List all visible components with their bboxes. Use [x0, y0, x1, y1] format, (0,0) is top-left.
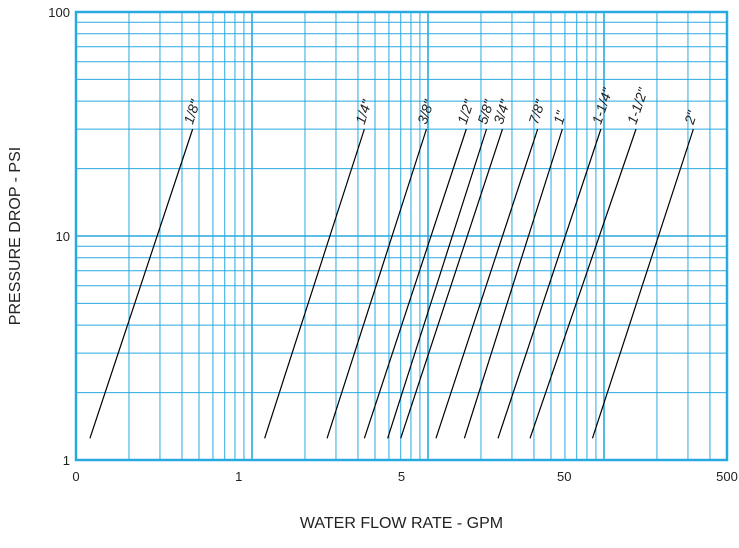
x-axis-title: WATER FLOW RATE - GPM: [300, 515, 503, 532]
x-tick-label: 500: [716, 469, 738, 484]
series-label: 1/4": [352, 97, 375, 126]
y-tick-labels: 1 10 100: [48, 5, 70, 468]
x-tick-label: 50: [557, 469, 571, 484]
x-tick-label: 1: [235, 469, 242, 484]
y-tick-label: 1: [63, 453, 70, 468]
series-lines: [89, 128, 694, 439]
series-line: [497, 128, 602, 439]
series-line: [529, 128, 637, 439]
series-label: 2": [681, 108, 701, 127]
series-line: [435, 128, 539, 439]
x-tick-label: 0: [72, 469, 79, 484]
series-line: [591, 128, 694, 439]
series-line: [463, 128, 563, 439]
series-label: 1/2": [454, 97, 477, 126]
grid: [76, 12, 727, 460]
series-label: 3/8": [414, 97, 437, 126]
series-label: 1-1/2": [624, 85, 651, 126]
series-line: [89, 128, 194, 439]
series-label: 7/8": [525, 97, 548, 126]
series-label: 5/8": [474, 97, 497, 126]
y-axis-title: PRESSURE DROP - PSI: [7, 147, 24, 325]
x-tick-label: 5: [398, 469, 405, 484]
series-line: [387, 128, 488, 439]
series-label: 1/8": [180, 97, 203, 126]
series-labels: 1/8" 1/4" 3/8" 1/2"5/8"3/4" 7/8" 1" 1-1/4" 1-1/…: [180, 85, 700, 127]
y-tick-label: 100: [48, 5, 70, 20]
plot-frame: [74, 10, 729, 462]
series-line: [326, 128, 428, 439]
x-tick-labels: 0 1 5 50 500: [72, 469, 737, 484]
y-tick-label: 10: [56, 229, 70, 244]
series-label: 1-1/4": [589, 85, 616, 126]
series-line: [363, 128, 467, 439]
series-label: 3/4": [490, 97, 513, 126]
series-line: [400, 128, 504, 439]
series-label: 1": [550, 108, 569, 126]
series-line: [264, 128, 365, 439]
